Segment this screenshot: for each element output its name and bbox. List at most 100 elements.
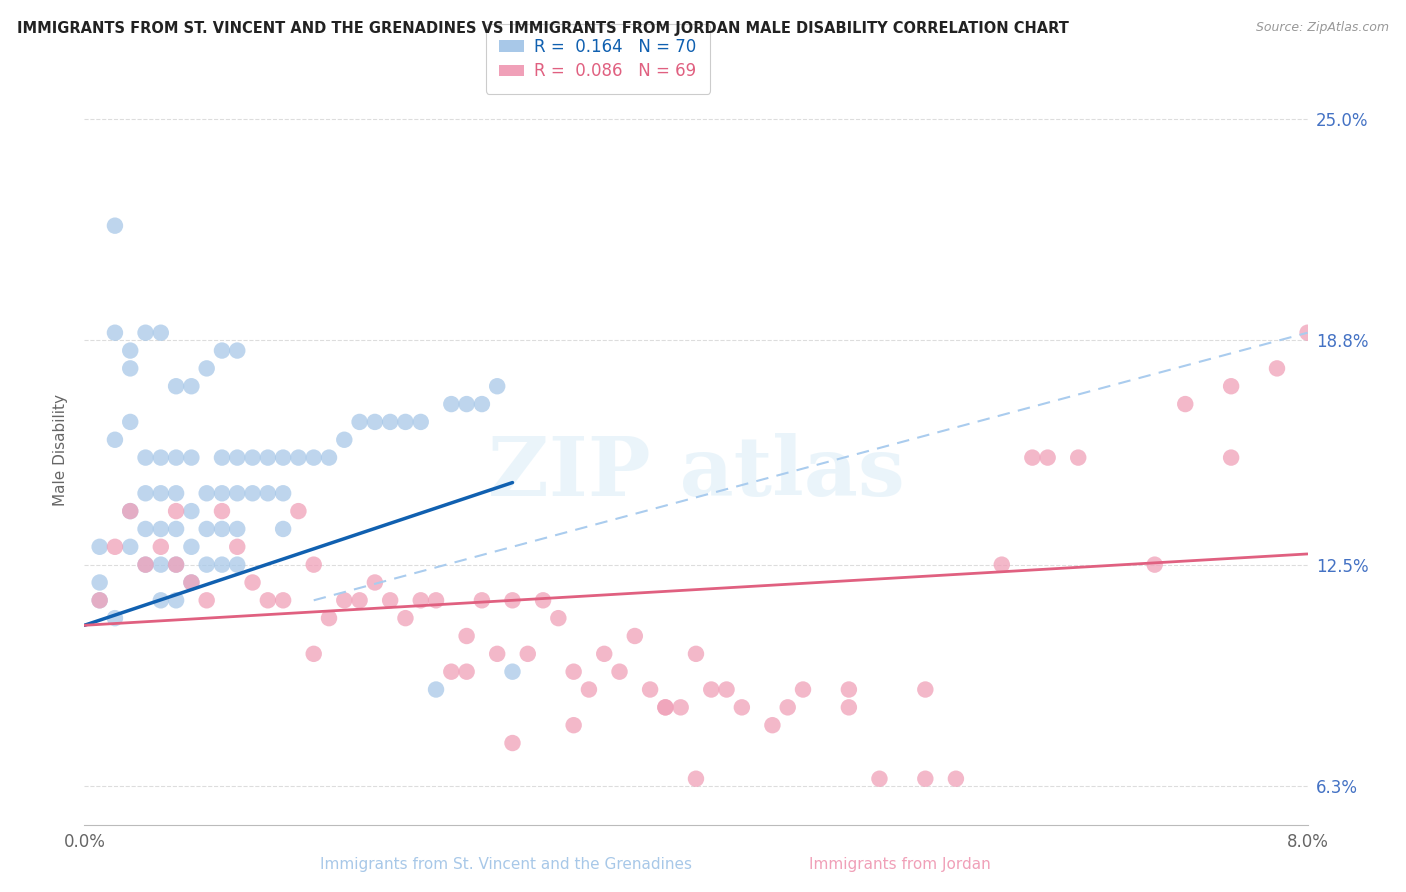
Point bbox=[302, 450, 325, 465]
Point bbox=[333, 433, 356, 447]
Point bbox=[226, 343, 249, 358]
Point bbox=[792, 682, 814, 697]
Point bbox=[425, 682, 447, 697]
Text: IMMIGRANTS FROM ST. VINCENT AND THE GRENADINES VS IMMIGRANTS FROM JORDAN MALE DI: IMMIGRANTS FROM ST. VINCENT AND THE GREN… bbox=[17, 21, 1069, 36]
Point bbox=[456, 629, 478, 643]
Point bbox=[685, 647, 707, 661]
Point bbox=[257, 486, 280, 500]
Point bbox=[624, 629, 647, 643]
Point bbox=[120, 540, 142, 554]
Point bbox=[409, 593, 432, 607]
Point bbox=[609, 665, 631, 679]
Point bbox=[364, 575, 387, 590]
Point bbox=[486, 647, 509, 661]
Point bbox=[89, 540, 111, 554]
Point bbox=[120, 415, 142, 429]
Point bbox=[991, 558, 1014, 572]
Point bbox=[226, 486, 249, 500]
Point bbox=[149, 326, 172, 340]
Point bbox=[135, 522, 157, 536]
Point bbox=[1067, 450, 1090, 465]
Point bbox=[165, 486, 187, 500]
Point bbox=[211, 486, 233, 500]
Point bbox=[654, 700, 676, 714]
Point bbox=[914, 772, 936, 786]
Point bbox=[104, 219, 127, 233]
Point bbox=[287, 450, 309, 465]
Point bbox=[440, 665, 463, 679]
Legend: R =  0.164   N = 70, R =  0.086   N = 69: R = 0.164 N = 70, R = 0.086 N = 69 bbox=[486, 24, 710, 94]
Point bbox=[776, 700, 799, 714]
Point bbox=[180, 450, 202, 465]
Point bbox=[165, 450, 187, 465]
Point bbox=[120, 504, 142, 518]
Point bbox=[165, 379, 187, 393]
Point bbox=[149, 558, 172, 572]
Point bbox=[380, 415, 402, 429]
Point bbox=[531, 593, 554, 607]
Point bbox=[654, 700, 676, 714]
Point bbox=[914, 682, 936, 697]
Point bbox=[211, 504, 233, 518]
Point bbox=[195, 593, 218, 607]
Point bbox=[547, 611, 569, 625]
Point bbox=[471, 397, 494, 411]
Point bbox=[242, 450, 264, 465]
Point bbox=[593, 647, 616, 661]
Point bbox=[149, 450, 172, 465]
Point bbox=[380, 593, 402, 607]
Point bbox=[89, 575, 111, 590]
Point bbox=[302, 647, 325, 661]
Point bbox=[104, 433, 127, 447]
Point bbox=[165, 504, 187, 518]
Y-axis label: Male Disability: Male Disability bbox=[53, 394, 69, 507]
Point bbox=[731, 700, 754, 714]
Point bbox=[456, 397, 478, 411]
Point bbox=[302, 558, 325, 572]
Point bbox=[149, 486, 172, 500]
Point bbox=[104, 326, 127, 340]
Point bbox=[195, 361, 218, 376]
Point bbox=[578, 682, 600, 697]
Point bbox=[195, 486, 218, 500]
Point bbox=[165, 558, 187, 572]
Point bbox=[318, 611, 340, 625]
Point bbox=[1220, 379, 1243, 393]
Text: Source: ZipAtlas.com: Source: ZipAtlas.com bbox=[1256, 21, 1389, 34]
Point bbox=[180, 575, 202, 590]
Point bbox=[685, 772, 707, 786]
Point bbox=[242, 486, 264, 500]
Point bbox=[89, 593, 111, 607]
Point bbox=[180, 504, 202, 518]
Point bbox=[211, 522, 233, 536]
Point bbox=[271, 593, 294, 607]
Point bbox=[1143, 558, 1166, 572]
Point bbox=[349, 593, 371, 607]
Point bbox=[409, 415, 432, 429]
Point bbox=[394, 611, 416, 625]
Point bbox=[135, 486, 157, 500]
Point bbox=[502, 736, 524, 750]
Point bbox=[562, 718, 585, 732]
Point bbox=[226, 540, 249, 554]
Text: Immigrants from St. Vincent and the Grenadines: Immigrants from St. Vincent and the Gren… bbox=[321, 857, 692, 872]
Point bbox=[669, 700, 692, 714]
Point bbox=[838, 682, 860, 697]
Point bbox=[1021, 450, 1043, 465]
Point bbox=[104, 611, 127, 625]
Point bbox=[1220, 450, 1243, 465]
Text: Immigrants from Jordan: Immigrants from Jordan bbox=[808, 857, 991, 872]
Point bbox=[211, 343, 233, 358]
Point bbox=[761, 718, 783, 732]
Point bbox=[271, 522, 294, 536]
Point bbox=[226, 522, 249, 536]
Point bbox=[318, 450, 340, 465]
Point bbox=[120, 361, 142, 376]
Point bbox=[349, 415, 371, 429]
Point bbox=[120, 504, 142, 518]
Point bbox=[180, 379, 202, 393]
Point bbox=[89, 593, 111, 607]
Point bbox=[242, 575, 264, 590]
Point bbox=[149, 593, 172, 607]
Text: ZIP atlas: ZIP atlas bbox=[488, 433, 904, 513]
